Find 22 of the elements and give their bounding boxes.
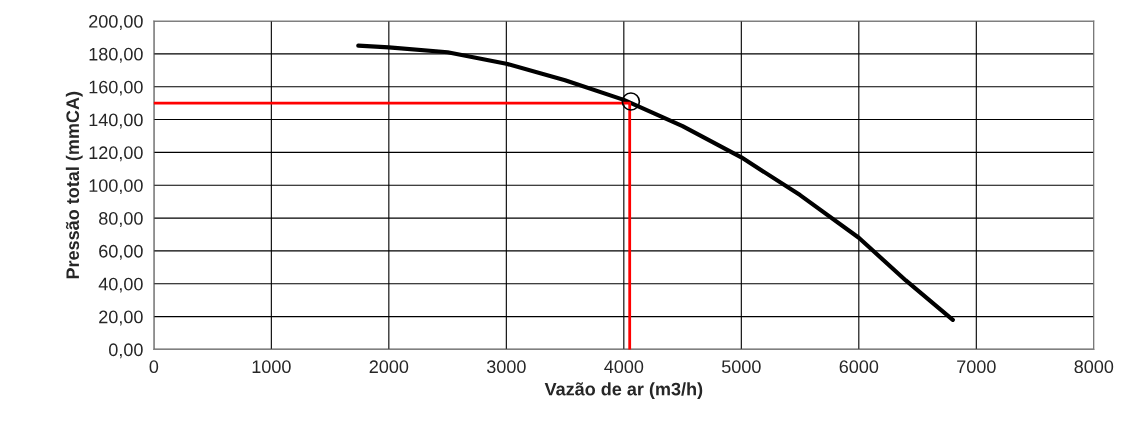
y-tick-label: 180,00 [89, 47, 143, 63]
x-axis-title: Vazão de ar (m3/h) [544, 382, 703, 400]
y-tick-label: 160,00 [89, 80, 143, 96]
y-tick-label: 200,00 [89, 14, 143, 30]
x-tick-label: 7000 [957, 360, 996, 374]
y-tick-label: 100,00 [89, 179, 143, 195]
x-tick-label: 2000 [369, 360, 409, 374]
y-tick-label: 80,00 [99, 212, 143, 227]
x-tick-label: 8000 [1074, 360, 1114, 374]
x-tick-label: 6000 [839, 360, 879, 374]
x-tick-label: 1000 [252, 360, 291, 374]
y-tick-label: 0,00 [109, 343, 143, 359]
y-tick-label: 20,00 [99, 310, 143, 326]
y-tick-label: 60,00 [99, 244, 143, 260]
y-tick-label: 40,00 [98, 277, 143, 293]
x-tick-label: 0 [149, 360, 159, 374]
y-axis-title: Pressão total (mmCA) [65, 91, 83, 279]
x-tick-label: 4000 [604, 360, 644, 374]
y-tick-label: 140,00 [89, 113, 143, 129]
y-tick-label: 120,00 [89, 146, 143, 162]
x-tick-label: 5000 [721, 360, 761, 374]
x-tick-label: 3000 [486, 360, 526, 374]
